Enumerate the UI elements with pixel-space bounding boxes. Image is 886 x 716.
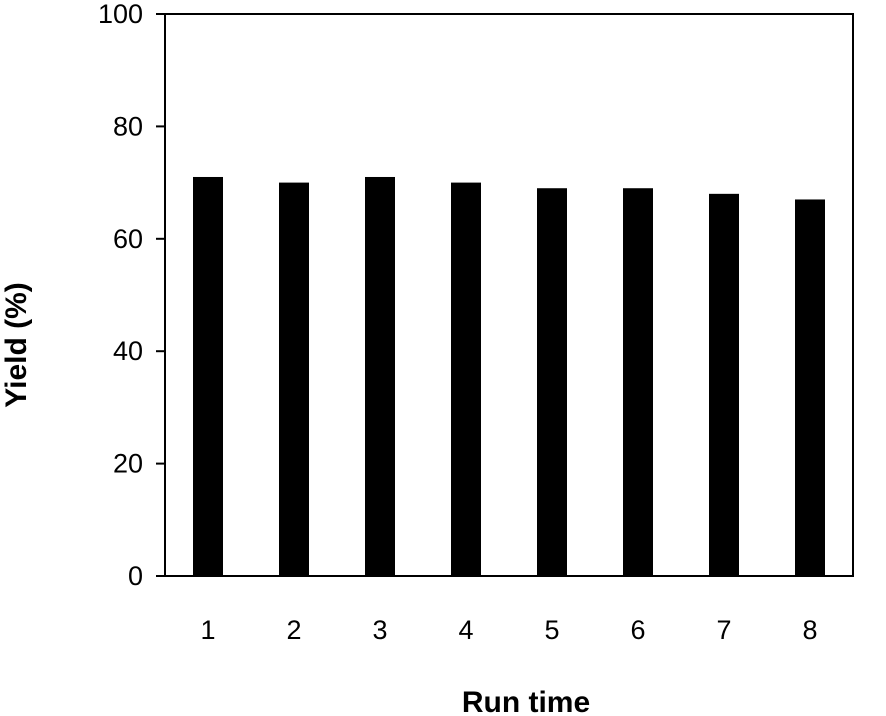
y-axis-title: Yield (%) [0,282,33,408]
bar-run-5 [537,188,567,576]
bar-run-1 [193,176,223,577]
bar-series [193,176,825,577]
x-tick-label: 5 [544,615,559,645]
bar-run-7 [709,193,739,576]
y-tick-label: 0 [128,561,143,591]
bar-run-8 [795,199,825,576]
x-tick-label: 4 [458,615,473,645]
y-tick-label: 20 [113,449,143,479]
x-tick-label: 2 [286,615,301,645]
x-tick-label: 7 [716,615,731,645]
x-tick-label: 6 [630,615,645,645]
x-tick-label: 3 [372,615,387,645]
y-tick-label: 40 [113,336,143,366]
bar-run-6 [623,188,653,576]
y-tick-label: 60 [113,224,143,254]
bar-run-2 [279,182,309,576]
y-axis: 0 20 40 60 80 100 [98,0,165,591]
y-tick-label: 80 [113,111,143,141]
plot-area-frame [164,13,854,577]
y-tick-label: 100 [98,0,143,29]
x-axis-title: Run time [462,686,590,716]
bar-run-4 [451,182,481,576]
x-tick-label: 1 [200,615,215,645]
bar-run-3 [365,176,395,577]
x-tick-label: 8 [802,615,817,645]
x-axis: 1 2 3 4 5 6 7 8 [200,615,817,645]
